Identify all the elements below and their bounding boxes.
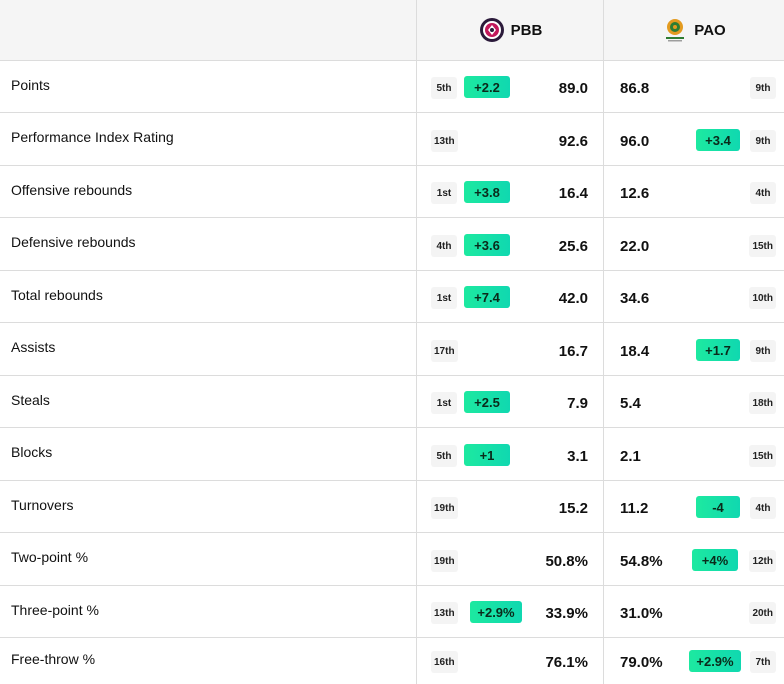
- away-stat-value: 96.0: [620, 132, 650, 150]
- stat-label: Total rebounds: [11, 286, 103, 303]
- stat-row: Two-point % 19th 50.8% 54.8% +4% 12th: [0, 533, 784, 586]
- table-header: PBB PAO: [0, 0, 784, 61]
- home-stat-value: 89.0: [558, 79, 588, 97]
- home-stat-value: 76.1%: [545, 653, 588, 671]
- away-stat-value: 22.0: [620, 237, 650, 255]
- stat-row: Blocks 5th +1 3.1 2.1 15th: [0, 428, 784, 481]
- home-rank-badge: 13th: [431, 602, 458, 624]
- away-stat-value: 11.2: [620, 499, 649, 517]
- home-team-name: PBB: [510, 21, 543, 39]
- stat-row: Turnovers 19th 15.2 11.2 -4 4th: [0, 481, 784, 533]
- away-advantage-badge: +1.7: [696, 339, 740, 361]
- stat-label: Free-throw %: [11, 651, 96, 667]
- away-stat-value: 34.6: [620, 289, 650, 307]
- away-advantage-badge: +2.9%: [689, 650, 741, 672]
- away-stat-value: 18.4: [620, 342, 650, 360]
- away-stat-value: 79.0%: [620, 653, 663, 671]
- stat-row: Steals 1st +2.5 7.9 5.4 18th: [0, 376, 784, 428]
- away-rank-badge: 15th: [749, 235, 776, 257]
- home-stat-value: 50.8%: [545, 552, 588, 570]
- stat-label: Performance Index Rating: [11, 129, 174, 145]
- column-divider: [416, 0, 417, 684]
- home-rank-badge: 16th: [431, 651, 458, 673]
- column-divider: [603, 0, 604, 684]
- stat-label: Points: [11, 76, 50, 93]
- home-stat-value: 15.2: [558, 499, 588, 517]
- home-rank-badge: 13th: [431, 130, 458, 152]
- home-stat-value: 92.6: [558, 132, 588, 150]
- away-stat-value: 12.6: [620, 184, 650, 202]
- stat-row: Three-point % 13th +2.9% 33.9% 31.0% 20th: [0, 586, 784, 638]
- home-advantage-badge: +7.4: [464, 286, 510, 308]
- home-rank-badge: 5th: [431, 445, 457, 467]
- away-rank-badge: 9th: [750, 77, 776, 99]
- home-rank-badge: 4th: [431, 235, 457, 257]
- stat-row: Offensive rebounds 1st +3.8 16.4 12.6 4th: [0, 166, 784, 218]
- stat-label: Three-point %: [11, 601, 99, 618]
- stat-row: Total rebounds 1st +7.4 42.0 34.6 10th: [0, 271, 784, 323]
- away-rank-badge: 9th: [750, 130, 776, 152]
- away-rank-badge: 20th: [749, 602, 776, 624]
- home-stat-value: 16.4: [558, 184, 588, 202]
- home-advantage-badge: +2.9%: [470, 601, 522, 623]
- home-rank-badge: 1st: [431, 182, 457, 204]
- home-stat-value: 33.9%: [545, 604, 588, 622]
- stat-row: Performance Index Rating 13th 92.6 96.0 +3.4…: [0, 113, 784, 166]
- away-advantage-badge: +3.4: [696, 129, 740, 151]
- stat-label: Offensive rebounds: [11, 181, 133, 198]
- away-rank-badge: 12th: [749, 550, 776, 572]
- home-rank-badge: 17th: [431, 340, 458, 362]
- home-stat-value: 16.7: [558, 342, 588, 360]
- away-rank-badge: 15th: [749, 445, 776, 467]
- stat-label: Turnovers: [11, 496, 74, 513]
- away-stat-value: 86.8: [620, 79, 650, 97]
- home-stat-value: 25.6: [558, 237, 588, 255]
- stat-label: Blocks: [11, 444, 53, 460]
- stat-label: Assists: [11, 339, 56, 355]
- pao-logo-icon: [666, 19, 685, 42]
- home-team-header[interactable]: PBB: [417, 0, 604, 60]
- away-advantage-badge: -4: [696, 496, 740, 518]
- away-rank-badge: 7th: [750, 651, 776, 673]
- away-rank-badge: 4th: [750, 497, 776, 519]
- home-stat-value: 3.1: [567, 447, 588, 465]
- home-advantage-badge: +3.8: [464, 181, 510, 203]
- away-advantage-badge: +4%: [692, 549, 738, 571]
- home-stat-value: 42.0: [558, 289, 588, 307]
- home-rank-badge: 5th: [431, 77, 457, 99]
- away-team-header[interactable]: PAO: [604, 0, 784, 60]
- stat-label: Defensive rebounds: [11, 234, 136, 250]
- home-advantage-badge: +2.5: [464, 391, 510, 413]
- away-stat-value: 54.8%: [620, 552, 663, 570]
- stat-row: Assists 17th 16.7 18.4 +1.7 9th: [0, 323, 784, 376]
- home-stat-value: 7.9: [567, 394, 588, 412]
- home-rank-badge: 1st: [431, 287, 457, 309]
- home-rank-badge: 1st: [431, 392, 457, 414]
- away-rank-badge: 18th: [749, 392, 776, 414]
- home-rank-badge: 19th: [431, 497, 458, 519]
- away-stat-value: 31.0%: [620, 604, 663, 622]
- home-advantage-badge: +3.6: [464, 234, 510, 256]
- stat-row: Points 5th +2.2 89.0 86.8 9th: [0, 61, 784, 113]
- pbb-logo-icon: [479, 18, 504, 42]
- home-advantage-badge: +1: [464, 444, 510, 466]
- away-stat-value: 2.1: [620, 447, 641, 465]
- stat-label: Steals: [11, 391, 50, 408]
- home-advantage-badge: +2.2: [464, 76, 510, 98]
- away-rank-badge: 9th: [750, 340, 776, 362]
- stat-label: Two-point %: [11, 549, 89, 565]
- away-rank-badge: 10th: [749, 287, 776, 309]
- stat-row: Free-throw % 16th 76.1% 79.0% +2.9% 7th: [0, 638, 784, 684]
- stat-row: Defensive rebounds 4th +3.6 25.6 22.0 15th: [0, 218, 784, 271]
- away-stat-value: 5.4: [620, 394, 641, 412]
- away-rank-badge: 4th: [750, 182, 776, 204]
- home-rank-badge: 19th: [431, 550, 458, 572]
- away-team-name: PAO: [694, 21, 726, 39]
